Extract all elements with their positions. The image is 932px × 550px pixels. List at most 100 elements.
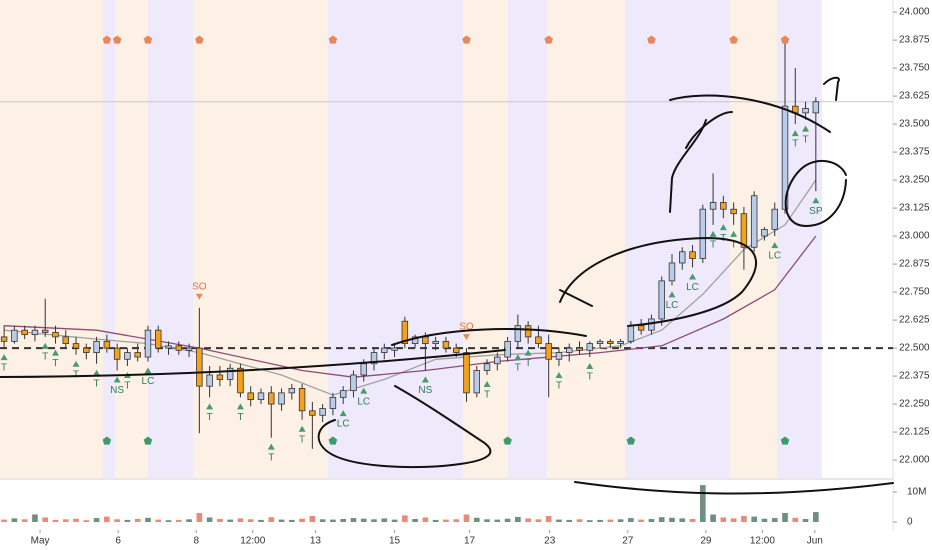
signal-label: LC (768, 251, 781, 262)
volume-bar (196, 512, 203, 522)
volume-bar (771, 518, 778, 522)
session-marker (328, 436, 338, 445)
signal-label: T (556, 381, 562, 392)
candle-body (422, 336, 429, 345)
signal-marker (144, 367, 152, 374)
volume-bar (371, 519, 377, 522)
hand-stroke (574, 481, 894, 495)
volume-bar (699, 485, 706, 522)
signal-label: T (525, 358, 531, 369)
candle-body (504, 340, 511, 358)
signal-marker (719, 224, 727, 231)
volume-bar (730, 518, 737, 522)
volume-bar (299, 518, 305, 522)
candle-body (360, 363, 367, 376)
volume-bar (309, 515, 316, 522)
candle-body (21, 329, 28, 336)
candle-body (802, 108, 809, 114)
volume-bar (258, 519, 264, 522)
signal-label: LC (666, 300, 679, 311)
candle-body (11, 329, 18, 342)
candle-body (586, 343, 594, 351)
session-marker (729, 35, 738, 44)
candle-body (494, 356, 501, 365)
signal-label: LC (357, 396, 370, 407)
candle-body (278, 392, 285, 405)
volume-bar (52, 519, 59, 522)
candle-body (679, 251, 686, 264)
candle-body (268, 392, 275, 405)
hand-stroke (0, 349, 506, 378)
y-tick-label: 23.875 (899, 35, 930, 46)
hand-stroke (669, 94, 831, 133)
session-marker (626, 436, 636, 445)
volume-bar (566, 519, 573, 522)
candle-body (689, 251, 696, 259)
volume-bar (165, 520, 172, 522)
signal-label: SO (459, 322, 474, 333)
candle-body (41, 329, 49, 333)
volume-bar (761, 518, 768, 522)
signal-marker (339, 410, 347, 417)
candle-body (339, 390, 347, 398)
candle-body (83, 347, 90, 353)
candle-body (62, 336, 69, 345)
signal-marker (360, 387, 368, 394)
candle-body (473, 370, 480, 394)
volume-bar (607, 519, 614, 522)
candle-body (432, 340, 439, 345)
signal-marker (791, 130, 799, 137)
signal-marker (267, 443, 275, 450)
signal-marker (812, 197, 820, 204)
signal-marker (514, 354, 522, 361)
signal-label: T (52, 358, 58, 369)
hand-stroke (784, 160, 847, 228)
hand-stroke (559, 289, 593, 307)
volume-bar (360, 518, 367, 522)
signal-label: T (237, 412, 243, 423)
band (115, 0, 148, 478)
session-marker (647, 35, 656, 44)
candle-body (401, 320, 409, 345)
volume-bar (463, 514, 470, 522)
moving-average (4, 235, 817, 378)
volume-bar (525, 518, 531, 522)
signal-marker (555, 372, 563, 379)
signal-label: T (792, 139, 798, 150)
candle-body (658, 280, 665, 320)
candle-body (617, 340, 624, 345)
signal-marker (113, 376, 121, 383)
volume-bar (21, 519, 28, 522)
volume-bar (453, 519, 460, 522)
volume-bar (638, 519, 644, 522)
session-marker (143, 436, 153, 445)
signal-label: T (710, 240, 716, 251)
y-tick-label: 22.750 (899, 287, 930, 298)
hand-stroke (559, 236, 757, 327)
candle-body (237, 367, 244, 394)
x-tick-label: May (31, 536, 50, 547)
plot: 22.000 22.125 22.250 22.375 22.500 22.625 22.7… (0, 7, 930, 547)
signal-marker (483, 380, 491, 387)
signal-label: T (42, 352, 48, 363)
session-marker (102, 35, 112, 44)
candle-body (52, 332, 59, 338)
candle-body (535, 336, 542, 345)
session-marker (503, 436, 512, 445)
x-tick-label: 12:00 (750, 536, 775, 547)
signal-marker (462, 334, 470, 341)
candle-body (93, 340, 100, 353)
volume-bar (11, 518, 18, 522)
candle-body (566, 347, 573, 353)
signal-label: T (94, 378, 100, 389)
volume-bar (145, 517, 151, 522)
candle-body (648, 318, 655, 331)
candle-body (524, 325, 532, 338)
candle-body (319, 408, 326, 416)
candle-body (411, 336, 419, 345)
volume-bar (669, 517, 675, 522)
volume-bar (1, 519, 7, 522)
volume-bar (227, 519, 233, 522)
candle-body (730, 208, 737, 215)
